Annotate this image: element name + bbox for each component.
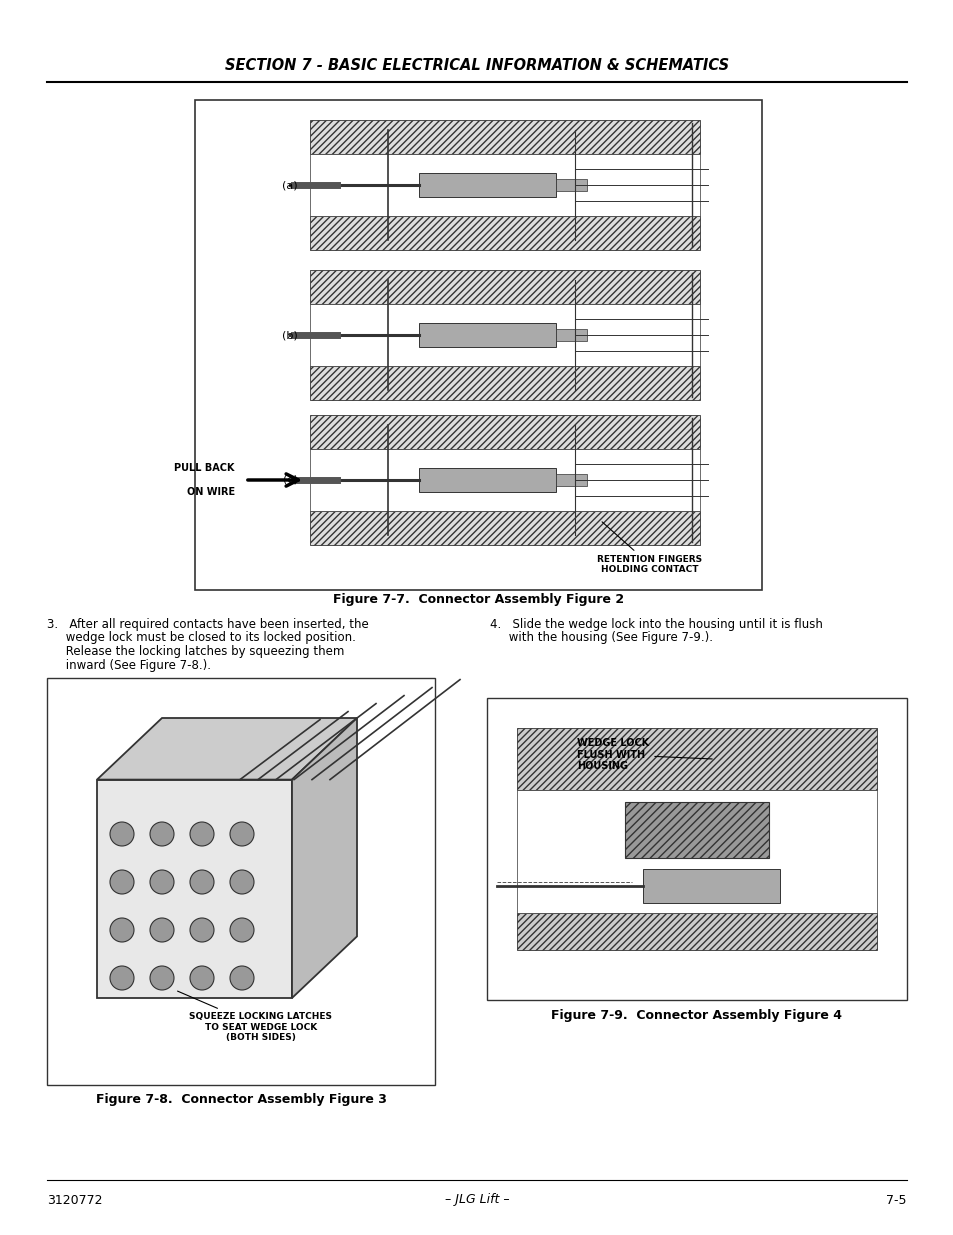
Text: (b): (b) (282, 330, 297, 340)
Circle shape (110, 823, 133, 846)
Bar (310, 367, 700, 400)
Bar (310, 216, 700, 249)
Bar (310, 120, 700, 154)
Bar (517, 790, 876, 913)
Circle shape (150, 823, 173, 846)
Bar (418, 322, 555, 347)
Text: Figure 7-7.  Connector Assembly Figure 2: Figure 7-7. Connector Assembly Figure 2 (333, 594, 623, 606)
Text: 7-5: 7-5 (885, 1193, 906, 1207)
Text: Figure 7-9.  Connector Assembly Figure 4: Figure 7-9. Connector Assembly Figure 4 (551, 1009, 841, 1021)
Text: – JLG Lift –: – JLG Lift – (444, 1193, 509, 1207)
Bar (624, 803, 768, 857)
Text: Release the locking latches by squeezing them: Release the locking latches by squeezing… (47, 645, 344, 658)
Bar (310, 448, 700, 511)
Text: inward (See Figure 7-8.).: inward (See Figure 7-8.). (47, 658, 211, 672)
Bar (555, 179, 586, 191)
Polygon shape (292, 718, 356, 998)
Bar (47, 678, 435, 1086)
Text: 3.   After all required contacts have been inserted, the: 3. After all required contacts have been… (47, 618, 369, 631)
Circle shape (190, 869, 213, 894)
Circle shape (190, 918, 213, 942)
Text: SQUEEZE LOCKING LATCHES
TO SEAT WEDGE LOCK
(BOTH SIDES): SQUEEZE LOCKING LATCHES TO SEAT WEDGE LO… (177, 992, 333, 1042)
Circle shape (230, 869, 253, 894)
Text: RETENTION FINGERS
HOLDING CONTACT: RETENTION FINGERS HOLDING CONTACT (597, 522, 701, 574)
Circle shape (110, 869, 133, 894)
Circle shape (150, 966, 173, 990)
Bar (310, 154, 700, 216)
Circle shape (190, 966, 213, 990)
Bar (194, 100, 761, 590)
Circle shape (230, 918, 253, 942)
Text: with the housing (See Figure 7-9.).: with the housing (See Figure 7-9.). (490, 631, 712, 645)
Circle shape (150, 869, 173, 894)
Text: PULL BACK: PULL BACK (174, 463, 234, 473)
Bar (555, 329, 586, 341)
Bar (642, 868, 779, 903)
Text: wedge lock must be closed to its locked position.: wedge lock must be closed to its locked … (47, 631, 355, 645)
Circle shape (230, 966, 253, 990)
Text: (a): (a) (282, 180, 297, 190)
Bar (310, 304, 700, 367)
Text: ON WIRE: ON WIRE (187, 487, 234, 496)
Circle shape (230, 823, 253, 846)
Circle shape (110, 918, 133, 942)
Bar (486, 698, 906, 1000)
Circle shape (190, 823, 213, 846)
Circle shape (110, 966, 133, 990)
Bar (517, 727, 876, 790)
Text: 4.   Slide the wedge lock into the housing until it is flush: 4. Slide the wedge lock into the housing… (490, 618, 822, 631)
Polygon shape (97, 718, 356, 779)
Bar (97, 779, 292, 998)
Bar (310, 270, 700, 304)
Text: WEDGE LOCK
FLUSH WITH
HOUSING: WEDGE LOCK FLUSH WITH HOUSING (577, 739, 712, 771)
Bar (310, 415, 700, 448)
Circle shape (150, 918, 173, 942)
Text: (c): (c) (283, 475, 297, 485)
Bar (517, 913, 876, 950)
Text: Figure 7-8.  Connector Assembly Figure 3: Figure 7-8. Connector Assembly Figure 3 (95, 1093, 386, 1107)
Bar (310, 511, 700, 545)
Text: 3120772: 3120772 (47, 1193, 102, 1207)
Text: SECTION 7 - BASIC ELECTRICAL INFORMATION & SCHEMATICS: SECTION 7 - BASIC ELECTRICAL INFORMATION… (225, 58, 728, 73)
Bar (555, 474, 586, 487)
Bar (418, 468, 555, 493)
Bar (418, 173, 555, 198)
